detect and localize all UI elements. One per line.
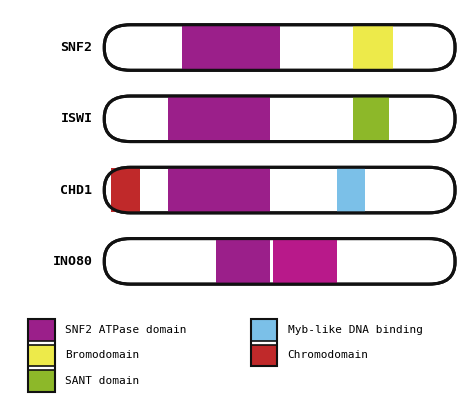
Bar	[251, 319, 277, 366]
Text: SNF2 ATPase domain: SNF2 ATPase domain	[65, 325, 186, 335]
Bar	[273, 240, 337, 283]
Bar	[216, 240, 270, 283]
Bar	[337, 168, 365, 211]
Bar	[28, 319, 55, 341]
Text: CHD1: CHD1	[60, 184, 92, 196]
Bar	[353, 26, 393, 69]
Text: ISWI: ISWI	[60, 112, 92, 125]
Text: INO80: INO80	[53, 255, 92, 268]
Text: Chromodomain: Chromodomain	[288, 350, 369, 360]
Bar	[251, 345, 277, 366]
Text: Bromodomain: Bromodomain	[65, 350, 139, 360]
Bar	[168, 97, 270, 140]
FancyBboxPatch shape	[104, 25, 455, 70]
Bar	[353, 97, 389, 140]
Bar	[251, 319, 277, 341]
Bar	[28, 370, 55, 392]
FancyBboxPatch shape	[104, 167, 455, 213]
Bar	[28, 345, 55, 366]
Text: Myb-like DNA binding: Myb-like DNA binding	[288, 325, 423, 335]
Bar	[28, 319, 55, 392]
Bar	[182, 26, 280, 69]
Text: SNF2: SNF2	[60, 41, 92, 54]
FancyBboxPatch shape	[104, 96, 455, 142]
Bar	[168, 168, 270, 211]
Text: SANT domain: SANT domain	[65, 376, 139, 386]
Bar	[111, 168, 140, 211]
FancyBboxPatch shape	[104, 238, 455, 284]
